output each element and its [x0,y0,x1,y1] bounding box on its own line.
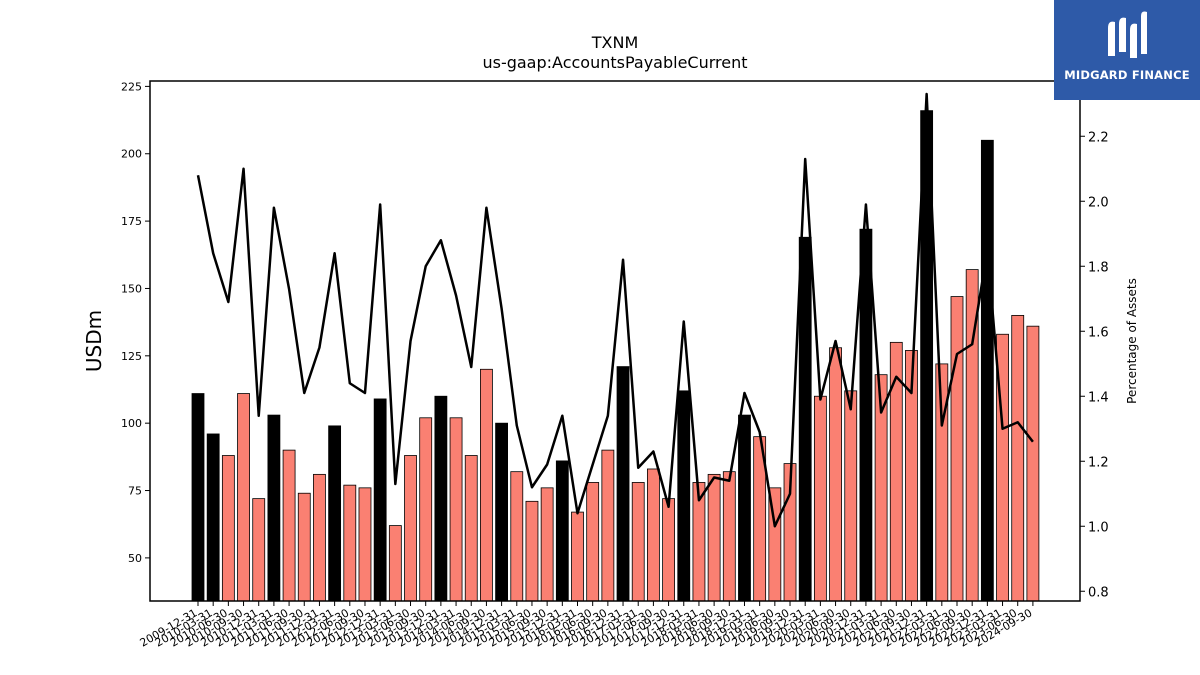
bar-2020-12-31 [859,228,873,602]
bar-2016-03-31 [571,511,584,602]
bar-2018-06-30 [707,473,721,602]
bar-2016-09-30 [601,449,615,602]
y-left-tick-label: 75 [128,485,142,498]
bar-2010-03-31 [206,433,220,602]
bar-2019-12-31 [798,236,812,602]
plot-frame [149,80,1081,602]
y-left-tick-label: 100 [121,417,142,430]
y-right-tick-label: 0.8 [1088,585,1109,600]
y-right-label: Percentage of Assets [1125,278,1139,404]
bar-2011-06-30 [282,449,296,602]
bar-2014-06-30 [464,455,478,602]
y-left-tick-label: 200 [121,148,142,161]
bar-2013-12-31 [434,395,448,602]
bar-2009-12-31 [191,393,205,602]
y-right-tick-label: 1.4 [1088,390,1109,405]
bars-layer [191,110,1040,602]
bar-2017-03-31 [631,482,645,602]
bar-2013-06-30 [404,455,417,602]
bar-2016-12-31 [616,366,630,602]
bar-2011-03-31 [267,414,281,602]
y-left-label: USDm [82,310,106,372]
bar-2013-09-30 [419,417,433,602]
y-left-tick-label: 225 [121,80,142,93]
bar-2023-06-30 [1011,314,1025,602]
bar-2010-06-30 [221,455,235,602]
y-left-tick-label: 125 [121,350,142,363]
bar-2020-06-30 [829,347,842,602]
bar-2014-03-31 [449,417,463,602]
percentage-line [196,92,1034,528]
bar-2010-09-30 [237,393,250,602]
bar-2011-09-30 [297,492,311,602]
y-left-tick-label: 175 [121,215,142,228]
bar-2023-09-30 [1026,325,1040,602]
bar-2012-06-30 [343,484,357,602]
bar-2015-03-31 [510,471,524,602]
bar-2017-09-30 [662,498,675,602]
bar-2017-06-30 [647,468,660,602]
y-left-tick-label: 50 [128,552,142,565]
bar-2022-12-31 [980,139,994,602]
y-right-tick-label: 2.0 [1088,195,1109,210]
bar-2020-09-30 [844,390,858,602]
bar-2020-03-31 [813,395,827,602]
line-layer [196,92,1034,528]
x-axis: 2009-12-312010-03-312010-06-302010-09-30… [138,601,1034,650]
bar-2014-12-31 [495,422,509,602]
y-right-tick-label: 1.2 [1088,455,1109,470]
y-right-tick-label: 1.0 [1088,520,1109,535]
bar-2015-06-30 [525,500,539,602]
bar-2022-06-30 [950,296,964,602]
midgard-logo-icon [1108,11,1147,59]
y-right-tick-label: 2.2 [1088,130,1109,145]
bar-2011-12-31 [313,473,326,602]
bar-2013-03-31 [388,525,402,602]
y-right-axis: 0.8 1.0 1.2 1.4 1.6 1.8 2.0 2.2 [1080,130,1109,600]
bar-2012-03-31 [328,425,342,602]
y-left-axis: 50 75 100 125 150 175 200 225 [121,80,150,565]
brand-name: MIDGARD FINANCE [1064,68,1190,82]
brand-logo: MIDGARD FINANCE [1054,0,1200,100]
bar-2014-09-30 [480,368,493,602]
bar-2018-09-30 [722,471,736,602]
bar-2012-12-31 [373,398,387,602]
bar-2018-12-31 [738,414,751,602]
bar-2015-09-30 [540,487,554,602]
chart-subtitle: us-gaap:AccountsPayableCurrent [482,53,747,72]
bar-2010-12-31 [252,498,266,602]
bar-2015-12-31 [555,460,569,602]
y-left-tick-label: 150 [121,282,142,295]
y-right-tick-label: 1.8 [1088,260,1109,275]
bar-2016-06-30 [586,482,600,602]
chart-title: TXNM [591,33,639,52]
bar-2012-09-30 [358,487,372,602]
y-right-tick-label: 1.6 [1088,325,1109,340]
bar-2017-12-31 [677,390,691,602]
